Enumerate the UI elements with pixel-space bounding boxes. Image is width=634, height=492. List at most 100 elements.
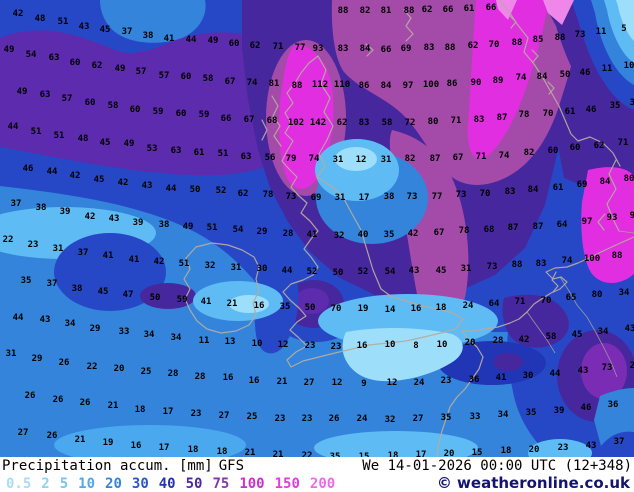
- border-dk-de: [618, 230, 634, 234]
- grid-value: 70: [543, 109, 554, 119]
- grid-value: 74: [562, 256, 573, 266]
- grid-value: 45: [100, 138, 111, 148]
- grid-value: 44: [282, 266, 293, 276]
- grid-value: 87: [430, 154, 441, 164]
- caption-bar: Precipitation accum. [mm] GFS We 14-01-20…: [0, 457, 634, 492]
- grid-value: 58: [108, 101, 119, 111]
- grid-value: 60: [548, 146, 559, 156]
- grid-value: 83: [424, 43, 435, 53]
- grid-value: 62: [92, 61, 103, 71]
- grid-value: 31: [6, 349, 17, 359]
- grid-value: 50: [305, 303, 316, 313]
- grid-value: 22: [87, 362, 98, 372]
- scale-value-150: 150: [274, 476, 300, 492]
- scale-value-100: 100: [239, 476, 265, 492]
- grid-value: 80: [624, 174, 634, 184]
- grid-value: 16: [223, 373, 234, 383]
- grid-value: 34: [619, 288, 630, 298]
- grid-value: 77: [295, 43, 306, 53]
- grid-value: 66: [486, 3, 497, 13]
- grid-value: 31: [333, 155, 344, 165]
- grid-value: 41: [201, 297, 212, 307]
- grid-value: 64: [557, 220, 568, 230]
- grid-value: 12: [356, 155, 367, 165]
- grid-value: 37: [47, 279, 58, 289]
- grid-value: 66: [381, 45, 392, 55]
- grid-value: 82: [405, 154, 416, 164]
- grid-value: 15: [359, 452, 370, 458]
- region-west-royal: [54, 233, 166, 311]
- scale-value-10: 10: [78, 476, 96, 492]
- grid-value: 10: [385, 340, 396, 350]
- grid-value: 12: [387, 378, 398, 388]
- grid-value: 45: [94, 175, 105, 185]
- grid-value: 21: [108, 401, 119, 411]
- grid-value: 27: [304, 378, 315, 388]
- grid-value: 37: [614, 437, 625, 447]
- grid-value: 64: [489, 299, 500, 309]
- region-wales-purple: [295, 288, 329, 314]
- grid-value: 60: [570, 143, 581, 153]
- grid-value: 60: [85, 98, 96, 108]
- grid-value: 54: [233, 225, 244, 235]
- grid-value: 28: [195, 372, 206, 382]
- grid-value: 34: [598, 327, 609, 337]
- grid-value: 35: [21, 276, 32, 286]
- scale-value-20: 20: [105, 476, 122, 492]
- grid-value: 71: [451, 116, 462, 126]
- grid-value: 142: [310, 118, 326, 128]
- grid-value: 45: [436, 266, 447, 276]
- border-be-fr: [526, 311, 556, 354]
- region-irish-sea-indigo: [140, 283, 196, 309]
- region-southeast-light: [528, 439, 592, 458]
- grid-value: 97: [403, 81, 414, 91]
- grid-value: 51: [31, 127, 42, 137]
- region-pink-sliver-2: [496, 0, 517, 20]
- grid-value: 45: [98, 287, 109, 297]
- grid-value: 24: [357, 414, 368, 424]
- grid-value: 9: [361, 379, 366, 389]
- grid-value: 84: [381, 81, 392, 91]
- grid-value: 42: [13, 9, 24, 19]
- scale-value-0.5: 0.5: [6, 476, 32, 492]
- grid-value: 74: [499, 151, 510, 161]
- region-channel-pale: [342, 328, 463, 382]
- grid-value: 27: [413, 414, 424, 424]
- grid-value: 28: [168, 369, 179, 379]
- copyright-link[interactable]: © weatheronline.co.uk: [436, 474, 630, 492]
- grid-value: 35: [441, 413, 452, 423]
- grid-value: 25: [247, 412, 258, 422]
- grid-value: 32: [385, 415, 396, 425]
- grid-value: 52: [358, 267, 369, 277]
- grid-value: 81: [269, 79, 280, 89]
- coastlines: [183, 0, 634, 457]
- grid-value: 73: [487, 262, 498, 272]
- grid-value: 21: [245, 448, 256, 458]
- grid-value: 37: [122, 27, 133, 37]
- grid-value: 71: [618, 138, 629, 148]
- grid-value: 34: [65, 319, 76, 329]
- grid-value: 30: [523, 371, 534, 381]
- grid-value: 19: [103, 438, 114, 448]
- coastline-hebrides: [261, 95, 282, 147]
- region-southeast-purple: [581, 343, 627, 399]
- grid-value: 42: [408, 229, 419, 239]
- grid-value: 16: [131, 441, 142, 451]
- grid-value: 26: [53, 395, 64, 405]
- grid-value: 41: [496, 373, 507, 383]
- grid-value: 45: [572, 330, 583, 340]
- scale-value-30: 30: [131, 476, 149, 492]
- coastline-norway: [498, 0, 621, 167]
- grid-value: 20: [465, 338, 476, 348]
- grid-value: 54: [385, 267, 396, 277]
- grid-value: 89: [493, 76, 504, 86]
- grid-value: 88: [612, 251, 623, 261]
- grid-value: 31: [381, 155, 392, 165]
- grid-value: 44: [8, 122, 19, 132]
- grid-value: 44: [550, 369, 561, 379]
- grid-value: 23: [558, 443, 569, 453]
- grid-value: 42: [154, 257, 165, 267]
- grid-value: 35: [384, 230, 395, 240]
- border-nl-de: [559, 276, 596, 332]
- grid-value: 18: [135, 405, 146, 415]
